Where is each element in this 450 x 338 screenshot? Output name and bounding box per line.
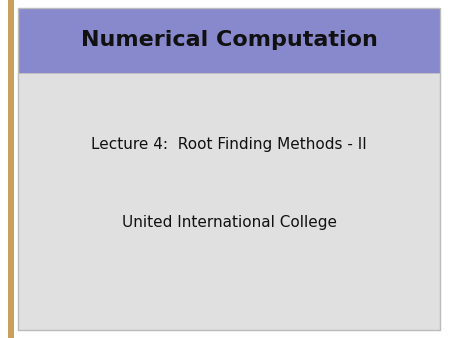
Text: United International College: United International College — [122, 215, 337, 230]
Text: Lecture 4:  Root Finding Methods - II: Lecture 4: Root Finding Methods - II — [91, 138, 367, 152]
Bar — [18, 8, 440, 73]
Bar — [8, 0, 14, 338]
Bar — [18, 73, 440, 330]
Text: Numerical Computation: Numerical Computation — [81, 30, 378, 50]
